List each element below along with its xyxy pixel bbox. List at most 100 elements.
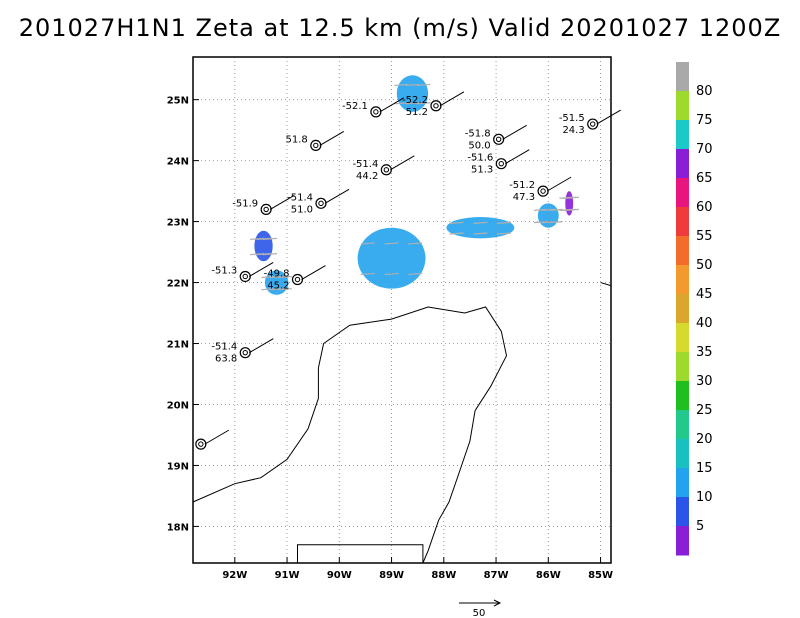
wind-barb-staff (324, 188, 350, 204)
lat-tick-label: 22N (167, 279, 189, 290)
lon-tick-label: 92W (222, 570, 247, 581)
station-label-bottom: 51.0 (291, 204, 313, 215)
station-label-top: -51.6 (467, 153, 493, 164)
station-circle-icon (537, 185, 549, 197)
wind-vector-arrow (416, 83, 431, 87)
station-inner-circle-icon (318, 200, 324, 207)
station-circle-icon (310, 139, 322, 151)
station-label-bottom: 50.0 (468, 140, 490, 151)
wind-barb-staff (439, 91, 465, 107)
wind-barb-staff (301, 265, 326, 280)
wind-vector-arrow (473, 221, 488, 224)
lon-tick-label: 86W (536, 570, 561, 581)
station-circle-icon (260, 203, 272, 216)
wind-speed-region-r3 (446, 217, 515, 239)
station-s5: -51.850.0 (465, 124, 527, 151)
colorbar-label: 25 (696, 403, 713, 418)
coastline-yucatan (192, 306, 508, 564)
colorbar-label: 30 (696, 374, 713, 389)
station-label-bottom: 45.2 (267, 281, 289, 292)
wind-barb-staff (248, 338, 274, 354)
wind-vector-arrow (360, 242, 375, 245)
colorbar-swatch (676, 265, 689, 295)
station-inner-circle-icon (198, 441, 204, 447)
station-s6: -51.444.2 (352, 155, 415, 182)
station-s1: -52.1 (342, 97, 405, 118)
station-inner-circle-icon (263, 206, 269, 213)
station-circle-icon (495, 158, 507, 170)
lon-tick-label: 85W (588, 570, 613, 581)
station-circle-icon (380, 164, 392, 176)
wind-barb-staff (505, 149, 530, 165)
station-s7: -51.651.3 (467, 149, 530, 176)
station-circle-icon (239, 270, 251, 283)
wind-vector-arrow (449, 232, 464, 235)
colorbar-swatch (676, 62, 689, 92)
wind-vector-arrow (262, 253, 277, 256)
station-label-top: 51.8 (286, 134, 308, 145)
station-circle-icon (430, 100, 442, 112)
station-circle-icon (291, 273, 304, 286)
colorbar-swatch (676, 207, 689, 237)
station-circle-icon (370, 106, 382, 118)
station-inner-circle-icon (433, 103, 439, 109)
colorbar-label: 50 (696, 258, 713, 273)
wind-vector-arrow (473, 232, 488, 235)
map-frame (192, 56, 612, 564)
colorbar-swatch (676, 323, 689, 353)
wind-vector-arrow (449, 221, 464, 224)
station-s13: -51.463.8 (211, 338, 274, 365)
station-label-top: -51.4 (287, 192, 313, 203)
colorbar-label: 80 (696, 84, 713, 99)
colorbar-swatch (676, 439, 689, 469)
colorbar-label: 5 (696, 519, 704, 534)
wind-barb-staff (379, 97, 405, 113)
station-inner-circle-icon (313, 142, 319, 149)
wind-barb-staff (248, 262, 274, 277)
colorbar-swatch (676, 497, 689, 527)
border-line (297, 544, 424, 563)
station-label-bottom: 24.3 (562, 125, 584, 136)
lon-tick-label: 89W (379, 570, 404, 581)
colorbar-label: 65 (696, 171, 713, 186)
station-label-top: -51.9 (232, 198, 258, 209)
station-inner-circle-icon (495, 136, 502, 143)
station-label-top: -49.8 (264, 269, 290, 280)
station-markers: -52.1-52.251.2-51.524.351.8-51.850.0-51.… (195, 91, 621, 450)
reference-arrow-head (493, 599, 502, 607)
wind-vector-arrow (277, 275, 292, 279)
colorbar-label: 55 (696, 229, 713, 244)
lat-tick-label: 19N (167, 461, 189, 472)
station-s2: -52.251.2 (402, 91, 465, 118)
colorbar-label: 75 (696, 113, 713, 128)
colorbar-swatch (676, 410, 689, 440)
wind-barb-staff (204, 429, 230, 445)
lat-tick-label: 18N (167, 522, 189, 533)
colorbar-label: 60 (696, 200, 713, 215)
wind-barb-staff (319, 130, 345, 146)
station-label-bottom: 63.8 (215, 354, 237, 365)
station-inner-circle-icon (590, 121, 596, 127)
station-s3: -51.524.3 (559, 109, 621, 136)
colorbar-swatch (676, 381, 689, 411)
wind-speed-shading (250, 75, 579, 295)
colorbar-label: 15 (696, 461, 713, 476)
station-label-top: -51.2 (509, 180, 535, 191)
wind-vector-arrow (497, 221, 512, 224)
station-inner-circle-icon (540, 188, 546, 194)
station-label-bottom: 47.3 (513, 192, 535, 203)
station-circle-icon (195, 438, 207, 450)
station-s4: 51.8 (286, 130, 345, 151)
lon-tick-label: 88W (431, 570, 456, 581)
map-title: 201027H1N1 Zeta at 12.5 km (m/s) Valid 2… (18, 14, 782, 42)
wind-vector-arrow (548, 208, 563, 212)
colorbar-label: 20 (696, 432, 713, 447)
lon-tick-label: 90W (327, 570, 352, 581)
coastline (192, 282, 612, 564)
colorbar-label: 10 (696, 490, 713, 505)
station-circle-icon (315, 197, 327, 209)
wind-speed-region-r4 (254, 230, 273, 262)
colorbar: 80 75 70 65 60 55 50 45 40 35 30 25 20 15 10 5 (676, 62, 713, 556)
lon-tick-label: 87W (484, 570, 509, 581)
wind-vector-arrow (497, 232, 512, 235)
